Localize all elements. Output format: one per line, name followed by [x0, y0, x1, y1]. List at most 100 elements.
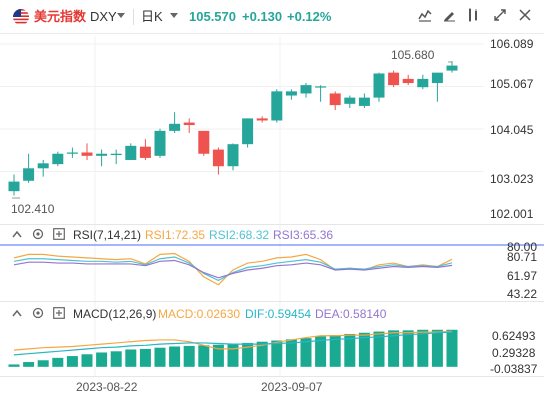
macd-bar: [388, 330, 400, 367]
macd-bar: [256, 341, 268, 367]
indicator-icon: [418, 8, 432, 27]
macd-bar: [315, 336, 327, 367]
macd-bar: [344, 333, 356, 367]
price-axis-label: 105.067: [490, 77, 534, 91]
candle-body: [169, 123, 181, 131]
instrument-name[interactable]: 美元指数: [34, 9, 87, 24]
indicator-button[interactable]: [414, 7, 436, 27]
macd-histogram: [8, 329, 458, 367]
collapse-pane-icon[interactable]: [12, 230, 22, 238]
macd-bar: [139, 348, 151, 367]
rsi-axis-label: 80.00: [507, 240, 538, 254]
macd-bar: [227, 344, 239, 367]
chevron-down-icon[interactable]: [117, 12, 125, 20]
rsi1-value: RSI1:72.35: [145, 228, 206, 242]
chevron-down-icon[interactable]: [170, 12, 178, 20]
macd-bar: [417, 329, 429, 367]
macd-bar: [358, 332, 370, 367]
fullscreen-icon: [493, 8, 507, 27]
macd-value: MACD:0.02630: [158, 307, 241, 321]
macd-bar: [154, 347, 166, 367]
chart-header: 美元指数 DXY 日K 105.570 +0.130 +0.12%: [0, 0, 544, 34]
macd-bar: [300, 338, 312, 367]
candle-body: [198, 130, 210, 154]
macd-bar: [198, 345, 210, 367]
macd-bar: [37, 360, 49, 367]
dea-line: [13, 331, 453, 356]
indicator-lines: [13, 252, 453, 356]
close-icon: [519, 8, 531, 26]
candle-body: [388, 72, 400, 86]
compare-icon: [466, 7, 480, 27]
candle-body: [52, 153, 64, 165]
last-price: 105.570: [189, 9, 236, 24]
macd-bar: [110, 351, 122, 367]
candle-body: [66, 152, 78, 154]
macd-bar: [183, 345, 195, 367]
instrument-symbol[interactable]: DXY: [90, 9, 117, 24]
candlestick-series: [8, 61, 458, 199]
rsi-axis-label: 61.97: [507, 269, 538, 283]
macd-bar: [431, 329, 443, 367]
candle-body: [154, 130, 166, 156]
candle-body: [315, 86, 327, 88]
rsi-axis-label: 43.22: [507, 287, 538, 301]
date-axis-divider: [0, 376, 544, 377]
fullscreen-button[interactable]: [489, 7, 511, 27]
macd-bar: [446, 329, 458, 367]
flag-us-icon: [13, 9, 29, 25]
rsi2-line: [13, 256, 453, 282]
rsi2-value: RSI2:68.32: [209, 228, 270, 242]
collapse-pane-icon[interactable]: [12, 309, 22, 317]
date-label: 2023-08-22: [76, 380, 138, 394]
candle-body: [373, 73, 385, 98]
draw-button[interactable]: [438, 7, 460, 27]
candle-body: [8, 181, 20, 192]
macd-title: MACD(12,26,9): [73, 307, 157, 321]
candle-body: [227, 144, 239, 167]
pane-divider: [0, 224, 544, 225]
rsi-axis-label: 80.71: [507, 250, 538, 264]
candle-body: [139, 146, 151, 158]
macd-bar: [373, 331, 385, 367]
macd-bar: [52, 357, 64, 367]
macd-axis-label: -0.03837: [490, 362, 538, 376]
macd-bar: [242, 342, 254, 367]
draw-icon: [442, 8, 456, 27]
macd-bar: [271, 340, 283, 367]
candle-body: [96, 153, 108, 156]
grid-lines: [0, 36, 544, 376]
high-price-label: 105.680: [391, 48, 435, 62]
macd-bar: [96, 352, 108, 367]
candle-body: [446, 65, 458, 71]
macd-bar: [169, 346, 181, 367]
macd-bar: [125, 349, 137, 367]
add-indicator-icon[interactable]: [53, 228, 65, 240]
macd-bar: [285, 339, 297, 367]
pane-divider: [0, 301, 544, 302]
settings-icon[interactable]: [32, 228, 44, 240]
candle-body: [271, 91, 283, 121]
candle-body: [431, 72, 443, 84]
candle-body: [212, 149, 224, 167]
close-button[interactable]: [514, 7, 536, 27]
compare-button[interactable]: [462, 7, 484, 27]
macd-bar: [23, 362, 35, 367]
candle-body: [81, 152, 93, 156]
candle-body: [125, 145, 137, 160]
price-axis-label: 103.023: [490, 172, 534, 186]
dif-value: DIF:0.59454: [245, 307, 312, 321]
candle-body: [256, 118, 268, 121]
settings-icon[interactable]: [32, 307, 44, 319]
period-selector[interactable]: 日K: [141, 9, 163, 24]
macd-bar: [402, 330, 414, 367]
price-axis-label: 104.045: [490, 123, 534, 137]
candle-body: [358, 97, 370, 106]
rsi1-line: [13, 252, 453, 286]
price-change: +0.130: [242, 9, 283, 24]
rsi3-value: RSI3:65.36: [273, 228, 334, 242]
add-indicator-icon[interactable]: [53, 307, 65, 319]
macd-axis-label: 0.29328: [492, 346, 536, 360]
macd-axis-label: 0.62493: [492, 329, 536, 343]
